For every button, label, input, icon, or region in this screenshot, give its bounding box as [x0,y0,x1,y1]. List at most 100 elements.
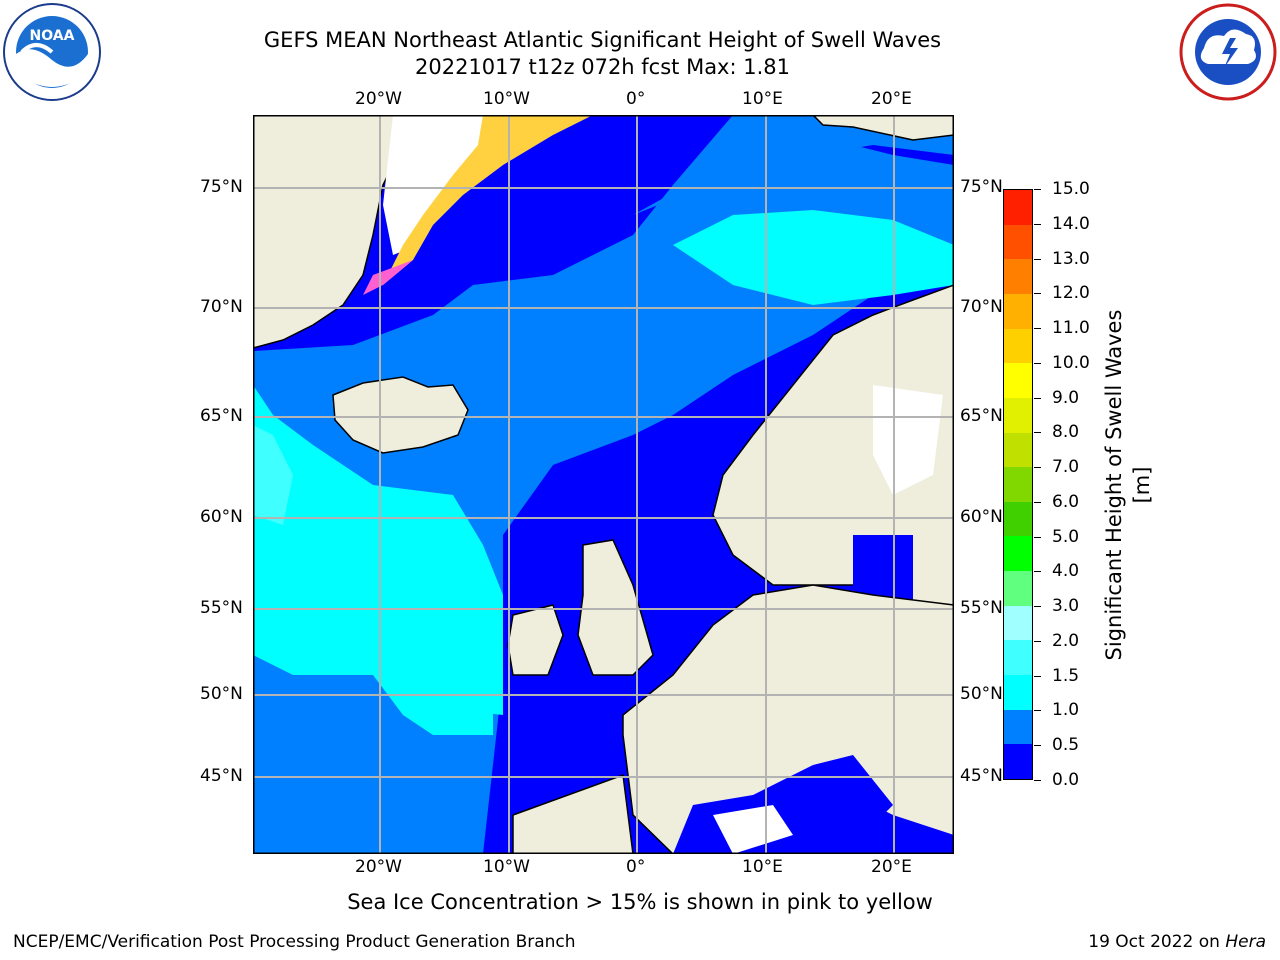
map-subtitle: 20221017 t12z 072h fcst Max: 1.81 [415,55,790,79]
graticule [253,115,954,854]
colorbar-tick-mark [1034,675,1041,677]
colorbar-segment [1004,190,1032,226]
lat-label-right-65n: 65°N [960,406,1003,426]
colorbar-tick-mark [1034,258,1041,260]
lon-label-bottom-20w: 20°W [355,857,402,877]
lat-label-right-45n: 45°N [960,766,1003,786]
colorbar-tick-label: 6.0 [1052,491,1080,512]
colorbar-segment [1004,675,1032,711]
colorbar-segment [1004,397,1032,434]
colorbar-tick-mark [1034,362,1041,364]
colorbar-segment [1004,709,1032,745]
noaa-logo: NOAA [3,3,101,101]
colorbar-tick-mark [1034,432,1041,434]
lat-label-left-65n: 65°N [200,406,243,426]
lon-label-bottom-10w: 10°W [483,857,530,877]
lat-label-right-55n: 55°N [960,598,1003,618]
colorbar-segment [1004,328,1032,364]
colorbar-segment [1004,571,1032,607]
colorbar-tick-label: 13.0 [1052,248,1090,269]
lat-label-right-60n: 60°N [960,507,1003,527]
colorbar-tick-mark [1034,780,1041,781]
lon-label-bottom-20e: 20°E [871,857,912,877]
colorbar-tick-label: 12.0 [1052,283,1090,304]
iberia-land [512,773,634,854]
colorbar-tick-mark [1034,501,1041,503]
colorbar-tick-mark [1034,328,1041,330]
colorbar-segment [1004,363,1032,399]
lon-label-top-20w: 20°W [355,89,402,109]
colorbar-tick-mark [1034,467,1041,469]
lon-label-top-10w: 10°W [483,89,530,109]
colorbar-tick-mark [1034,189,1041,190]
colorbar-segment [1004,432,1032,468]
colorbar-tick-label: 15.0 [1052,179,1090,199]
lat-label-right-70n: 70°N [960,297,1003,317]
colorbar-segment [1004,259,1032,295]
lon-label-bottom-10e: 10°E [742,857,783,877]
colorbar-tick-label: 9.0 [1052,387,1080,408]
lat-label-left-60n: 60°N [200,507,243,527]
colorbar-tick-label: 4.0 [1052,561,1080,582]
colorbar-tick-mark [1034,606,1041,608]
colorbar-tick-mark [1034,745,1041,747]
sea-ice-edge [383,115,593,285]
colorbar-tick-mark [1034,397,1041,399]
sea-ice-caption: Sea Ice Concentration > 15% is shown in … [347,890,933,914]
colorbar-segment [1004,536,1032,572]
colorbar-tick-mark [1034,640,1041,642]
swell-height-map [253,115,954,854]
colorbar-segment [1004,501,1032,537]
footer-date: 19 Oct 2022 on Hera [1088,932,1266,952]
colorbar-segment [1004,467,1032,503]
nws-logo [1179,3,1277,101]
colorbar-tick-label: 14.0 [1052,213,1090,234]
colorbar-segment [1004,605,1032,641]
footer-credit: NCEP/EMC/Verification Post Processing Pr… [13,932,576,952]
iceland-land [332,376,469,454]
swell-high-region-northeast [673,210,954,305]
colorbar-tick-mark [1034,536,1041,538]
colorbar-tick-label: 8.0 [1052,422,1080,443]
colorbar-tick-mark [1034,223,1041,225]
lon-label-top-10e: 10°E [742,89,783,109]
colorbar-tick-label: 1.5 [1052,665,1080,686]
colorbar-tick-label: 10.0 [1052,352,1090,373]
lat-label-right-75n: 75°N [960,177,1003,197]
svalbard-land [811,115,954,141]
colorbar-segment [1004,224,1032,260]
colorbar-tick-label: 0.5 [1052,735,1080,756]
colorbar-tick-label: 2.0 [1052,630,1080,651]
lat-label-left-55n: 55°N [200,598,243,618]
map-title: GEFS MEAN Northeast Atlantic Significant… [263,28,942,52]
colorbar-tick-label: 7.0 [1052,457,1080,478]
colorbar-tick-mark [1034,571,1041,573]
colorbar-tick-label: 1.0 [1052,700,1080,721]
colorbar-tick-label: 0.0 [1052,770,1080,790]
colorbar-ticks: 0.0 0.5 1.0 1.5 2.0 3.0 4.0 5.0 6.0 7.0 8.0 9.0 10.0… [1034,0,1104,960]
colorbar-segment [1004,640,1032,676]
colorbar-tick-mark [1034,293,1041,295]
lat-label-left-50n: 50°N [200,684,243,704]
baltic-ice-free [873,385,943,495]
colorbar-label: Significant Height of Swell Waves [m] [1102,309,1154,661]
footer-date-text: 19 Oct 2022 on [1088,932,1226,952]
lat-label-right-50n: 50°N [960,684,1003,704]
noaa-logo-text: NOAA [30,28,75,44]
colorbar [1003,189,1033,780]
lon-label-top-20e: 20°E [871,89,912,109]
swell-peak-region [253,425,293,525]
greenland-ice [383,115,503,255]
lat-label-left-70n: 70°N [200,297,243,317]
map-frame [253,115,954,854]
lat-label-left-45n: 45°N [200,766,243,786]
colorbar-tick-mark [1034,710,1041,712]
colorbar-tick-label: 11.0 [1052,318,1090,339]
colorbar-segment [1004,293,1032,330]
lon-label-top-0: 0° [626,89,646,109]
lat-label-left-75n: 75°N [200,177,243,197]
lon-label-bottom-0: 0° [626,857,646,877]
footer-host: Hera [1225,932,1266,952]
colorbar-segment [1004,744,1032,780]
colorbar-tick-label: 5.0 [1052,526,1080,547]
